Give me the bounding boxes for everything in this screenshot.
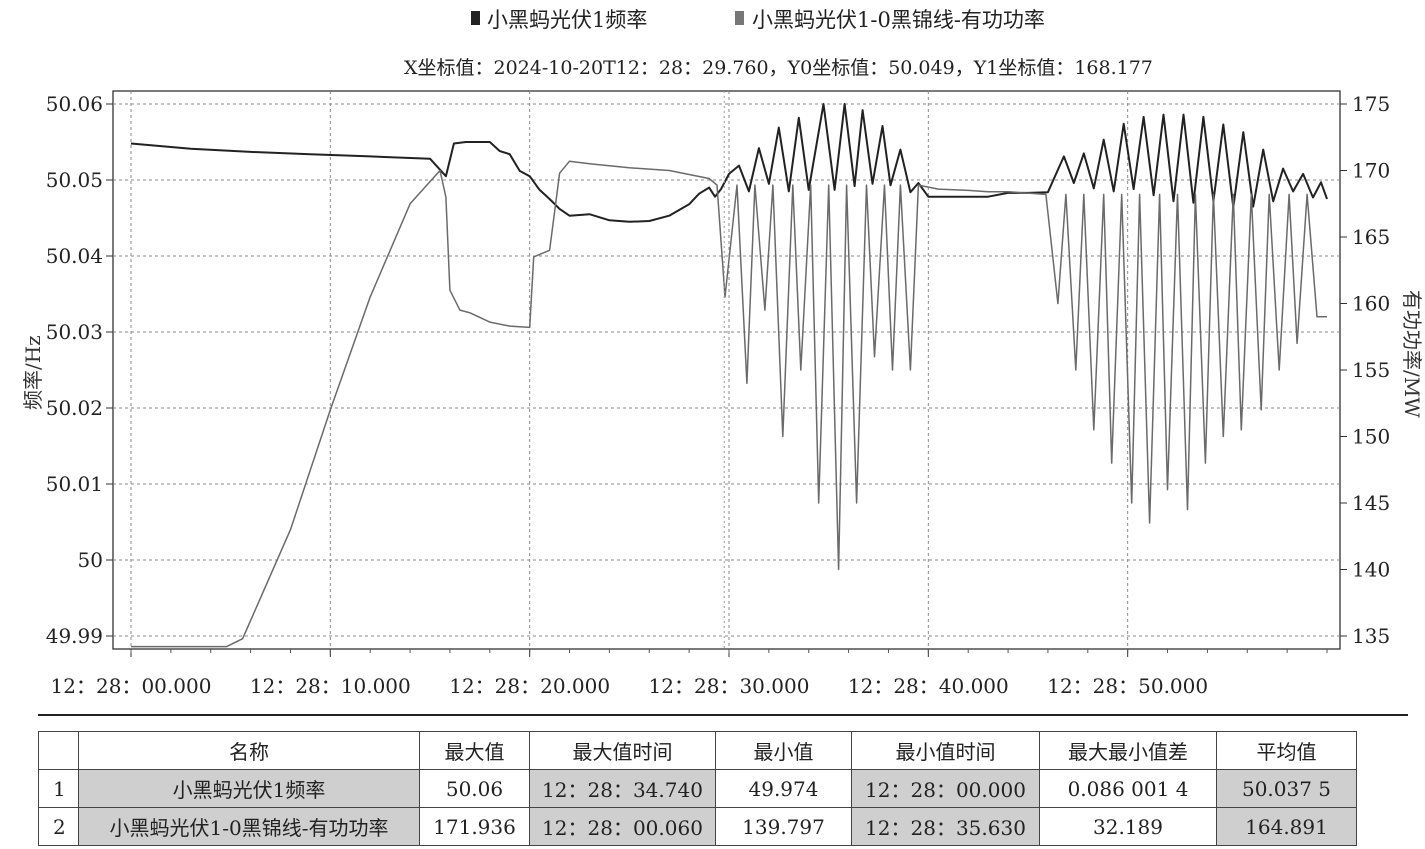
legend-label-power: 小黑蚂光伏1-0黑锦线-有功功率	[752, 8, 1045, 32]
row-min: 49.974	[715, 769, 852, 808]
right-axis-ticks: 175 170 165 160 155 150 145 140 135	[1340, 92, 1390, 648]
row-min-time: 12：28：35.630	[851, 807, 1040, 846]
x-axis-ticks: 12：28：00.000 12：28：10.000 12：28：20.000 12：2…	[51, 649, 1328, 698]
row-max: 171.936	[419, 807, 530, 846]
left-axis-ticks: 50.06 50.05 50.04 50.03 50.02 50.01 50 49.99	[46, 92, 113, 648]
row-min-time: 12：28：00.000	[851, 769, 1040, 808]
row-index: 1	[38, 769, 79, 808]
y0-tick-label: 50.04	[46, 244, 103, 268]
header-min-time: 最小值时间	[851, 731, 1040, 770]
y0-tick-label: 50.01	[46, 472, 103, 496]
y0-tick-label: 50.06	[46, 92, 103, 116]
row-average: 50.037 5	[1216, 769, 1357, 808]
series-lines	[130, 103, 1328, 648]
row-max-time: 12：28：00.060	[529, 807, 716, 846]
x-tick-label: 12：28：30.000	[649, 674, 810, 698]
row-max-time: 12：28：34.740	[529, 769, 716, 808]
y1-tick-label: 140	[1352, 558, 1390, 582]
cursor-readout: X坐标值：2024-10-20T12：28：29.760，Y0坐标值：50.04…	[404, 57, 1153, 79]
x-tick-label: 12：28：40.000	[848, 674, 1009, 698]
row-name: 小黑蚂光伏1-0黑锦线-有功功率	[78, 807, 420, 846]
y0-tick-label: 50.05	[46, 168, 103, 192]
y0-tick-label: 49.99	[46, 624, 103, 648]
legend-swatch-power	[735, 11, 744, 25]
header-min: 最小值	[715, 731, 852, 770]
table-top-rule	[38, 714, 1408, 716]
y0-tick-label: 50.03	[46, 320, 103, 344]
y1-tick-label: 175	[1352, 92, 1390, 116]
row-index: 2	[38, 807, 79, 846]
x-tick-label: 12：28：00.000	[51, 674, 212, 698]
y1-tick-label: 160	[1352, 292, 1390, 316]
x-tick-label: 12：28：10.000	[250, 674, 411, 698]
row-max: 50.06	[419, 769, 530, 808]
y1-tick-label: 155	[1352, 358, 1390, 382]
row-average: 164.891	[1216, 807, 1357, 846]
row-range: 32.189	[1039, 807, 1217, 846]
header-max: 最大值	[419, 731, 530, 770]
frequency-series-line	[130, 103, 1328, 223]
y0-tick-label: 50	[78, 548, 103, 572]
y1-tick-label: 150	[1352, 425, 1390, 449]
table-row[interactable]: 1 小黑蚂光伏1频率 50.06 12：28：34.740 49.974 12：…	[38, 769, 1357, 808]
left-axis-title: 频率/Hz	[21, 335, 45, 410]
row-name: 小黑蚂光伏1频率	[78, 769, 420, 808]
header-max-time: 最大值时间	[529, 731, 716, 770]
table-header-row: 名称 最大值 最大值时间 最小值 最小值时间 最大最小值差 平均值	[38, 731, 1357, 770]
y1-tick-label: 165	[1352, 225, 1390, 249]
power-series-line	[131, 160, 1327, 648]
x-tick-label: 12：28：20.000	[449, 674, 610, 698]
y1-tick-label: 135	[1352, 624, 1390, 648]
right-axis-title: 有功功率/MW	[1400, 290, 1424, 418]
x-tick-label: 12：28：50.000	[1047, 674, 1208, 698]
header-name: 名称	[78, 731, 420, 770]
header-index	[38, 731, 79, 770]
row-range: 0.086 001 4	[1039, 769, 1217, 808]
legend: 小黑蚂光伏1频率 小黑蚂光伏1-0黑锦线-有功功率	[471, 8, 1045, 32]
chart: 小黑蚂光伏1频率 小黑蚂光伏1-0黑锦线-有功功率 X坐标值：2024-10-2…	[21, 8, 1424, 698]
header-range: 最大最小值差	[1039, 731, 1217, 770]
y0-tick-label: 50.02	[46, 396, 103, 420]
y1-tick-label: 145	[1352, 491, 1390, 515]
y1-tick-label: 170	[1352, 159, 1390, 183]
header-average: 平均值	[1216, 731, 1357, 770]
row-min: 139.797	[715, 807, 852, 846]
legend-swatch-frequency	[471, 11, 480, 25]
stats-table: 名称 最大值 最大值时间 最小值 最小值时间 最大最小值差 平均值 1 小黑蚂光…	[38, 731, 1357, 846]
table-row[interactable]: 2 小黑蚂光伏1-0黑锦线-有功功率 171.936 12：28：00.060 …	[38, 807, 1357, 846]
legend-label-frequency: 小黑蚂光伏1频率	[487, 8, 647, 32]
